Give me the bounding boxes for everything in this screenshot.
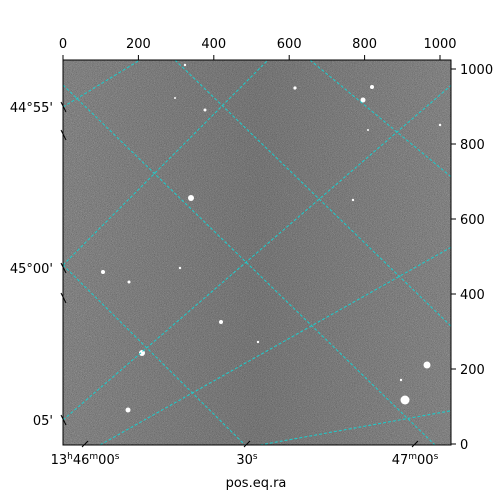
top-tick-label: 1000 <box>423 37 456 52</box>
star <box>399 378 403 382</box>
left-tick-label: 05' <box>33 414 53 429</box>
star <box>370 85 374 89</box>
right-tick-label: 1000 <box>460 63 493 78</box>
star <box>367 129 369 131</box>
grid-line <box>63 60 141 108</box>
star <box>183 63 187 67</box>
bottom-tick <box>243 440 251 448</box>
right-pixel-axis: 0 200 400 600 800 1000 <box>451 63 493 453</box>
star <box>139 350 145 356</box>
star <box>351 198 355 202</box>
grid-line <box>63 84 436 445</box>
stars <box>101 63 442 413</box>
star <box>174 97 176 99</box>
top-tick-label: 200 <box>126 37 151 52</box>
x-axis-title: pos.eq.ra <box>226 476 287 491</box>
star <box>101 270 105 274</box>
star <box>256 340 260 344</box>
bottom-tick-label: 47m00s <box>392 452 439 468</box>
left-tick <box>60 262 67 274</box>
grid-line <box>63 264 246 445</box>
bottom-tick <box>411 440 419 448</box>
star <box>400 395 410 405</box>
left-tick-label: 45°00' <box>10 262 53 277</box>
star <box>178 266 182 270</box>
star <box>219 320 223 324</box>
star <box>438 123 442 127</box>
grid-line <box>63 84 451 421</box>
grid-line <box>99 246 451 445</box>
star <box>188 195 194 201</box>
right-tick-label: 0 <box>460 438 468 453</box>
right-tick-label: 200 <box>460 363 485 378</box>
left-dec-axis: 44°55' 45°00' 05' <box>10 101 67 429</box>
star <box>125 407 131 413</box>
star <box>203 108 207 112</box>
right-tick-label: 400 <box>460 288 485 303</box>
top-pixel-axis: 0 200 400 600 800 1000 <box>59 37 457 60</box>
left-tick <box>60 129 67 141</box>
star <box>293 86 297 90</box>
bottom-tick-label: 30s <box>236 452 258 468</box>
left-tick <box>60 101 67 113</box>
top-tick-label: 0 <box>59 37 67 52</box>
bottom-tick-label: 13h46m00s <box>51 452 120 468</box>
right-tick-label: 800 <box>460 138 485 153</box>
top-tick-label: 800 <box>352 37 377 52</box>
grid-line <box>259 410 451 445</box>
star <box>423 361 431 369</box>
coordinate-grid <box>63 60 451 445</box>
bottom-ra-axis: 13h46m00s 30s 47m00s <box>51 440 439 468</box>
bottom-tick <box>81 440 89 448</box>
right-tick-label: 600 <box>460 213 485 228</box>
top-tick-label: 400 <box>201 37 226 52</box>
left-tick <box>60 292 67 304</box>
plot-frame <box>62 59 452 446</box>
grid-line <box>309 60 451 178</box>
star <box>360 97 366 103</box>
sky-image <box>63 60 451 445</box>
left-tick-label: 44°55' <box>10 101 53 116</box>
top-tick-label: 600 <box>277 37 302 52</box>
star <box>127 280 131 284</box>
grid-line <box>63 60 269 266</box>
left-tick <box>60 414 67 426</box>
